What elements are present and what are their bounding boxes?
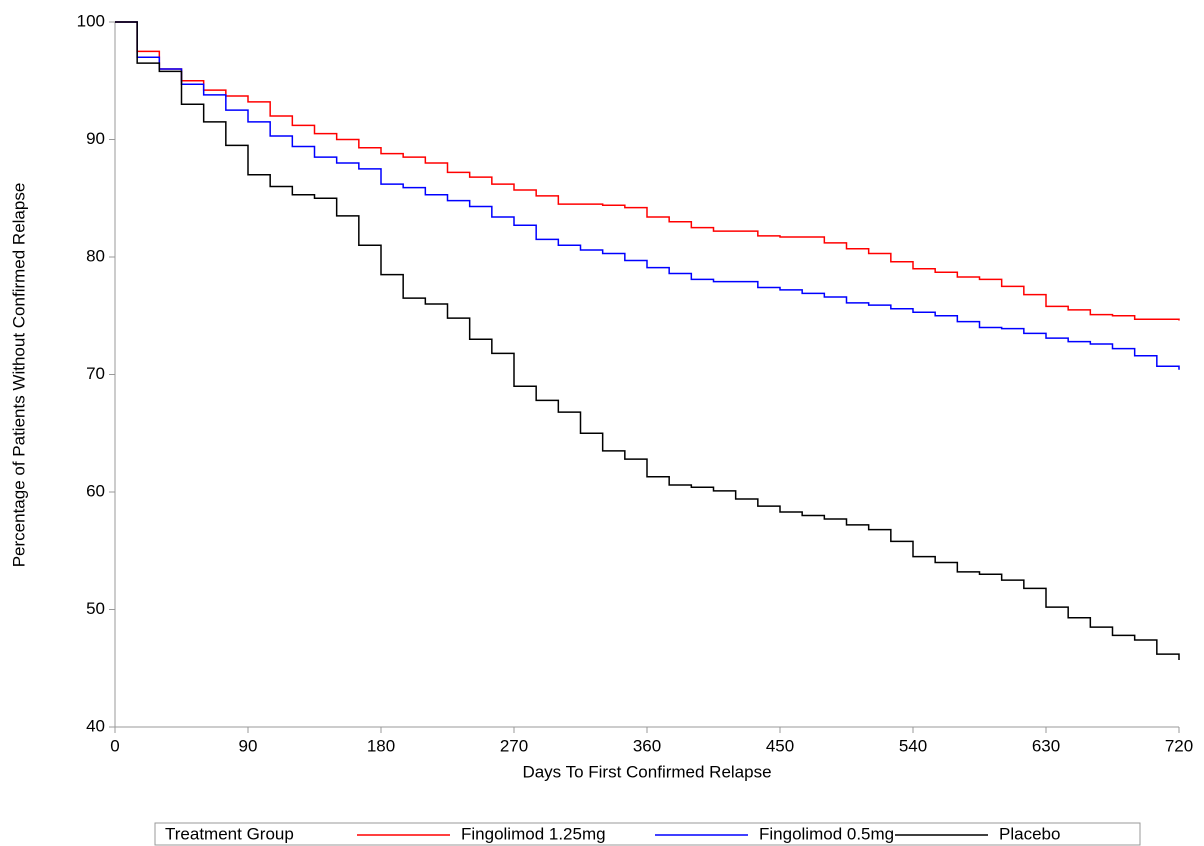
y-tick-label: 100 — [77, 11, 105, 30]
survival-line — [115, 21, 1180, 321]
y-tick-label: 40 — [86, 716, 105, 735]
y-tick-label: 80 — [86, 246, 105, 265]
x-tick-label: 450 — [766, 736, 794, 755]
y-tick-label: 60 — [86, 481, 105, 500]
x-tick-label: 180 — [367, 736, 395, 755]
legend-title: Treatment Group — [165, 824, 294, 843]
x-axis-title: Days To First Confirmed Relapse — [522, 762, 771, 781]
x-tick-label: 0 — [110, 736, 119, 755]
legend-label: Fingolimod 1.25mg — [461, 824, 606, 843]
survival-line — [115, 21, 1180, 370]
x-tick-label: 360 — [633, 736, 661, 755]
survival-line — [115, 21, 1180, 661]
legend-label: Fingolimod 0.5mg — [759, 824, 894, 843]
x-tick-label: 90 — [239, 736, 258, 755]
legend-box — [154, 822, 1141, 846]
x-tick-label: 630 — [1032, 736, 1060, 755]
y-tick-label: 90 — [86, 129, 105, 148]
x-tick-label: 720 — [1165, 736, 1193, 755]
y-tick-label: 50 — [86, 599, 105, 618]
y-tick-label: 70 — [86, 364, 105, 383]
x-tick-label: 270 — [500, 736, 528, 755]
x-tick-label: 540 — [899, 736, 927, 755]
y-axis-title: Percentage of Patients Without Confirmed… — [9, 183, 28, 568]
legend-label: Placebo — [999, 824, 1060, 843]
